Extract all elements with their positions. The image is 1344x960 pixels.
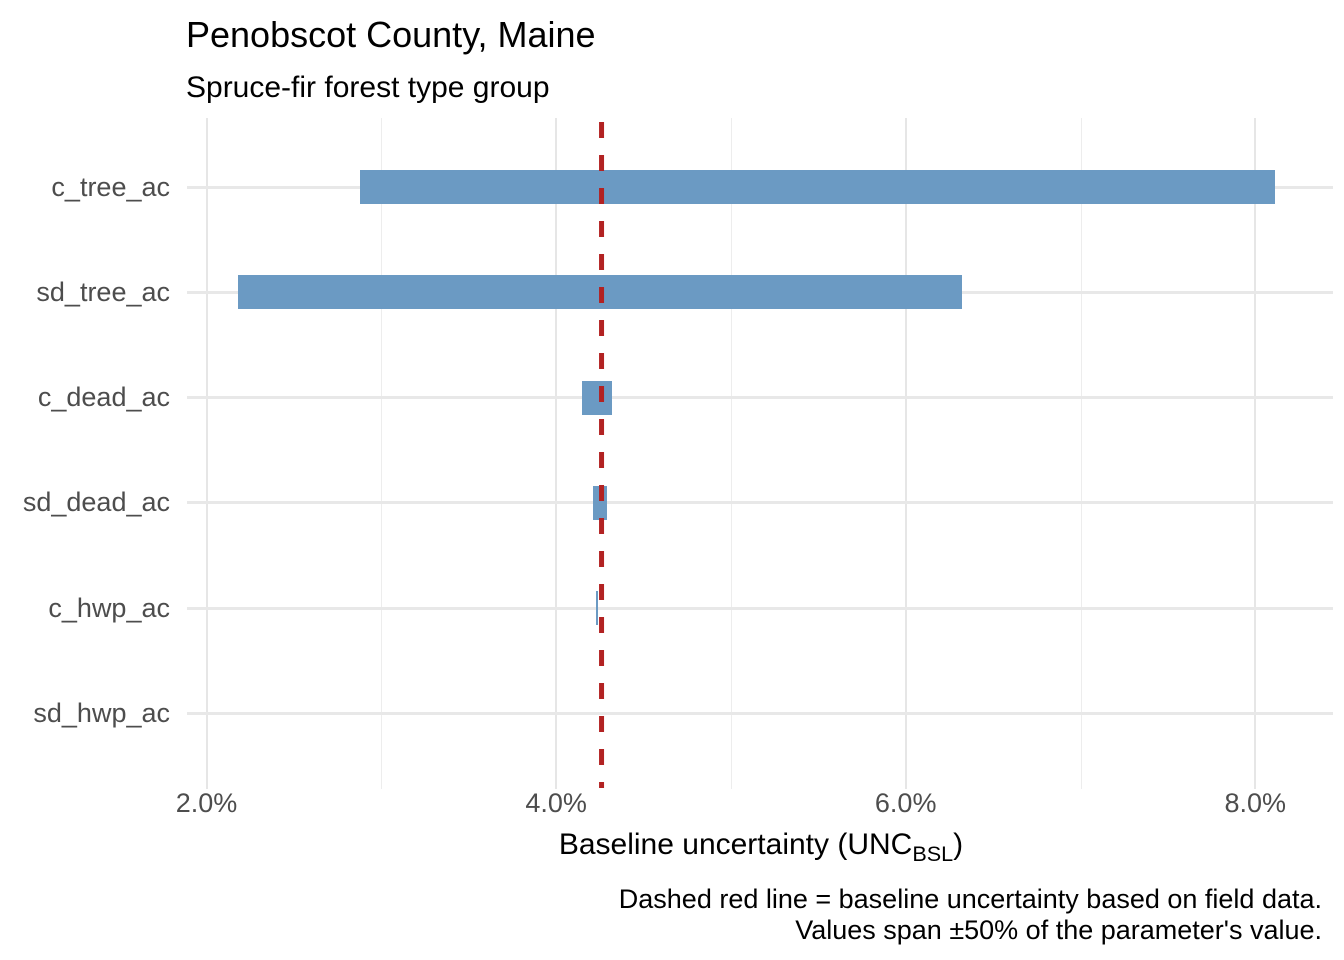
x-axis-title-text: Baseline uncertainty (UNC [558,828,913,861]
x-gridline-minor [381,118,383,789]
x-axis-tick-8.0%: 8.0% [1224,788,1287,818]
y-gridline [187,606,1333,610]
x-gridline-major [904,118,907,789]
baseline-dashed-line-layer [599,122,605,788]
y-axis-label-sd_tree_ac: sd_tree_ac [36,276,170,307]
range-bar-c_tree_ac [360,170,1275,204]
x-axis-tick-2.0%: 2.0% [175,788,238,818]
x-axis-title-suffix: ) [953,828,964,861]
x-axis-title-subscript: BSL [912,841,954,866]
x-gridline-major [1254,118,1257,789]
y-axis-label-sd_dead_ac: sd_dead_ac [22,487,170,518]
x-axis-title: Baseline uncertainty (UNCBSL) [461,828,1061,867]
range-bar-c_hwp_ac [596,591,599,626]
y-gridline [187,396,1333,400]
x-gridline-minor [730,118,732,789]
caption-line-2: Values span ±50% of the parameter's valu… [795,915,1322,945]
x-axis-tick-6.0%: 6.0% [874,788,937,818]
chart-caption: Dashed red line = baseline uncertainty b… [619,884,1322,946]
chart-subtitle: Spruce-fir forest type group [186,71,550,104]
y-axis-label-c_dead_ac: c_dead_ac [37,382,170,413]
x-axis-tick-4.0%: 4.0% [525,788,587,818]
x-gridline-major [555,118,558,789]
x-gridline-major [205,118,208,789]
y-gridline [187,501,1333,505]
chart-title: Penobscot County, Maine [186,14,596,55]
y-axis-label-sd_hwp_ac: sd_hwp_ac [33,698,170,728]
y-axis-label-c_tree_ac: c_tree_ac [51,171,170,202]
y-axis-label-c_hwp_ac: c_hwp_ac [48,592,170,623]
y-gridline [187,712,1333,715]
range-bar-c_dead_ac [582,380,613,415]
x-gridline-minor [1080,118,1082,789]
plot-panel [187,118,1333,789]
caption-line-1: Dashed red line = baseline uncertainty b… [618,884,1322,914]
